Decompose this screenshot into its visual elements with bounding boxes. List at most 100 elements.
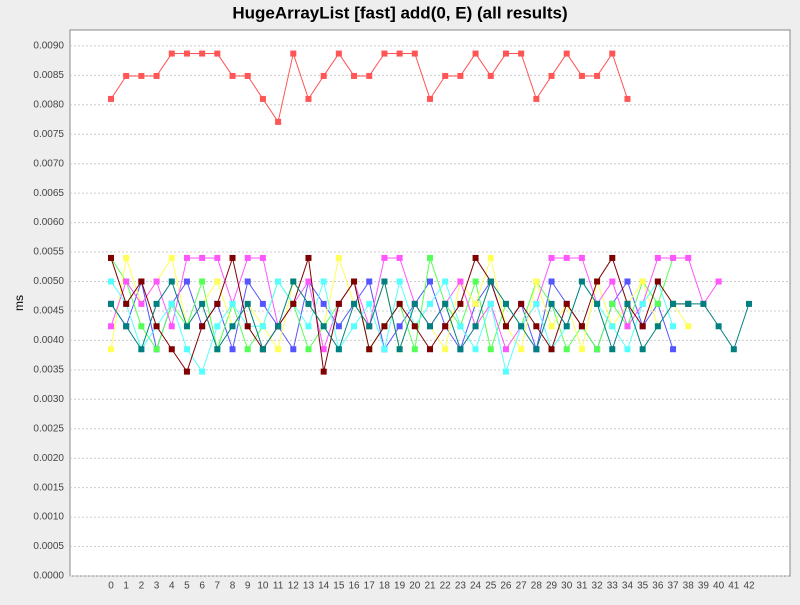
point [502, 323, 509, 330]
point [199, 300, 206, 307]
point [533, 95, 540, 102]
x-tick-label: 0 [108, 581, 114, 592]
x-tick-label: 35 [637, 581, 649, 592]
x-tick-label: 37 [667, 581, 679, 592]
point [214, 50, 221, 57]
point [427, 300, 433, 307]
point [411, 300, 418, 307]
point [639, 323, 646, 330]
point [335, 254, 342, 261]
point [700, 300, 707, 307]
point [183, 278, 190, 285]
point [290, 278, 297, 285]
x-tick-label: 36 [652, 581, 664, 592]
point [396, 50, 403, 57]
point [518, 300, 525, 307]
point [229, 346, 236, 353]
point [335, 346, 342, 353]
x-tick-label: 22 [440, 581, 452, 592]
point [335, 300, 342, 307]
point [108, 300, 114, 307]
point [502, 346, 509, 353]
point [351, 278, 358, 285]
point [624, 323, 631, 330]
point [381, 323, 388, 330]
point [472, 323, 479, 330]
point [411, 50, 418, 57]
point [685, 254, 692, 261]
point [457, 323, 464, 330]
point [168, 278, 175, 285]
point [275, 118, 282, 125]
point [335, 50, 342, 57]
point [578, 346, 585, 353]
point [533, 300, 540, 307]
point [502, 300, 509, 307]
y-tick-label: 0.0060 [33, 217, 64, 228]
point [290, 346, 297, 353]
x-tick-label: 29 [546, 581, 558, 592]
point [320, 72, 327, 79]
point [229, 323, 236, 330]
x-tick-label: 34 [622, 581, 634, 592]
point [335, 323, 342, 330]
x-tick-label: 13 [303, 581, 315, 592]
point [548, 278, 555, 285]
point [518, 50, 525, 57]
point [305, 300, 312, 307]
point [381, 278, 388, 285]
y-tick-label: 0.0070 [33, 158, 64, 169]
point [487, 72, 494, 79]
point [366, 346, 373, 353]
point [533, 323, 540, 330]
point [168, 323, 175, 330]
point [320, 300, 327, 307]
point [548, 72, 555, 79]
point [730, 346, 737, 353]
point [351, 323, 358, 330]
point [594, 346, 601, 353]
point [533, 346, 540, 353]
y-tick-label: 0.0090 [33, 41, 64, 52]
x-tick-label: 11 [273, 581, 284, 592]
y-tick-label: 0.0005 [33, 541, 64, 552]
x-tick-label: 8 [230, 581, 236, 592]
point [685, 300, 692, 307]
point [609, 278, 616, 285]
y-tick-label: 0.0015 [33, 482, 64, 493]
point [138, 72, 145, 79]
point [654, 254, 661, 261]
y-tick-label: 0.0055 [33, 247, 64, 258]
point [427, 278, 433, 285]
point [396, 254, 403, 261]
point [138, 278, 145, 285]
point [290, 50, 297, 57]
point [411, 323, 418, 330]
y-tick-label: 0.0075 [33, 129, 64, 140]
point [487, 346, 494, 353]
point [153, 278, 160, 285]
point [639, 300, 646, 307]
x-tick-label: 5 [184, 581, 190, 592]
point [411, 346, 418, 353]
point [214, 278, 221, 285]
point [396, 300, 403, 307]
point [487, 278, 494, 285]
point [563, 50, 570, 57]
point [670, 346, 677, 353]
point [199, 50, 206, 57]
point [654, 323, 661, 330]
point [351, 300, 358, 307]
point [244, 72, 251, 79]
point [366, 300, 373, 307]
x-tick-label: 40 [713, 581, 725, 592]
point [502, 50, 509, 57]
point [442, 278, 449, 285]
x-tick-label: 32 [592, 581, 604, 592]
point [199, 323, 206, 330]
x-tick-label: 15 [333, 581, 345, 592]
x-tick-label: 17 [364, 581, 376, 592]
point [153, 323, 160, 330]
point [320, 346, 327, 353]
point [153, 300, 160, 307]
